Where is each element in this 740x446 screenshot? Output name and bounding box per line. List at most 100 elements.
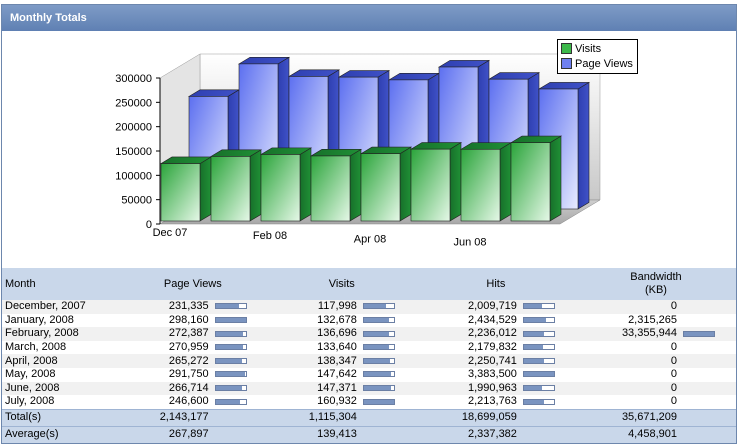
month-cell: March, 2008	[2, 340, 118, 355]
page-views-cell: 291,750	[118, 367, 212, 382]
visits-cell: 132,678	[267, 313, 360, 328]
totals-bandwidth: 35,671,209	[575, 408, 680, 427]
hits-minibar	[522, 330, 555, 337]
bar-visits	[260, 154, 301, 222]
page-views-minibar	[214, 371, 247, 378]
table-row: June, 2008 266,714 147,371 1,990,963 0	[2, 381, 736, 396]
bar-visits-side	[299, 147, 312, 222]
month-cell: February, 2008	[2, 327, 118, 341]
totals-page-views: 2,143,177	[118, 408, 212, 427]
y-tick-label: 250000	[115, 97, 152, 109]
x-tick-label: Dec 07	[153, 227, 188, 239]
legend-swatch-page-views	[561, 58, 572, 69]
panel-title: Monthly Totals	[2, 5, 736, 31]
totals-hits: 18,699,059	[415, 408, 520, 427]
y-tick-label: 200000	[115, 122, 152, 134]
table-row: January, 2008 298,160 132,678 2,434,529 2,31…	[2, 313, 736, 328]
month-cell: December, 2007	[2, 300, 118, 314]
hits-cell: 2,434,529	[415, 313, 520, 328]
hits-minibar	[522, 371, 555, 378]
hits-cell: 1,990,963	[415, 381, 520, 396]
table-row: April, 2008 265,272 138,347 2,250,741 0	[2, 354, 736, 368]
bar-visits-side	[349, 148, 362, 222]
y-tick-label: 50000	[121, 195, 152, 207]
y-tick-label: 300000	[115, 73, 152, 85]
bandwidth-minibar	[683, 330, 715, 337]
legend-item-visits: Visits	[561, 41, 633, 56]
table-header-row: Month Page Views Visits Hits Bandwidth (K…	[2, 268, 736, 300]
bar-visits-side	[499, 142, 512, 222]
monthly-totals-panel: Monthly Totals 0 50000 100000 150000 200000 2…	[1, 4, 737, 444]
x-tick-label: Apr 08	[354, 233, 386, 245]
page-views-minibar	[214, 344, 247, 351]
y-tick-label: 0	[146, 219, 152, 231]
legend-label-page-views: Page Views	[575, 57, 633, 70]
bar-visits	[410, 148, 451, 222]
bandwidth-cell: 0	[575, 395, 680, 410]
bar-visits-side	[549, 135, 562, 222]
month-cell: January, 2008	[2, 313, 118, 328]
averages-page-views: 267,897	[118, 425, 212, 443]
x-tick-label: Jun 08	[453, 237, 486, 249]
averages-visits: 139,413	[267, 425, 360, 443]
bandwidth-cell: 2,315,265	[575, 313, 680, 328]
month-cell: July, 2008	[2, 395, 118, 410]
averages-hits: 2,337,382	[415, 425, 520, 443]
visits-cell: 147,642	[267, 367, 360, 382]
averages-bandwidth: 4,458,901	[575, 425, 680, 443]
x-tick-label: Feb 08	[253, 230, 287, 242]
hits-minibar	[522, 398, 555, 405]
y-tick-label: 100000	[115, 170, 152, 182]
page-views-cell: 270,959	[118, 340, 212, 355]
table-row: May, 2008 291,750 147,642 3,383,500 0	[2, 367, 736, 382]
page-views-cell: 298,160	[118, 313, 212, 328]
bar-visits-side	[199, 156, 212, 222]
hits-cell: 2,009,719	[415, 300, 520, 314]
bandwidth-cell: 33,355,944	[575, 327, 680, 341]
visits-minibar	[362, 398, 395, 405]
visits-cell: 133,640	[267, 340, 360, 355]
visits-minibar	[362, 344, 395, 351]
col-header-page-views: Page Views	[118, 268, 268, 300]
page-views-minibar	[214, 384, 247, 391]
page-views-cell: 246,600	[118, 395, 212, 410]
month-cell: May, 2008	[2, 367, 118, 382]
bar-visits	[360, 153, 401, 222]
averages-label: Average(s)	[2, 425, 118, 443]
bar-visits	[160, 163, 201, 222]
visits-minibar	[362, 316, 395, 323]
col-header-month: Month	[2, 268, 118, 300]
page-views-cell: 272,387	[118, 327, 212, 341]
legend-item-page-views: Page Views	[561, 56, 633, 71]
hits-cell: 2,236,012	[415, 327, 520, 341]
bar-visits-side	[449, 142, 462, 222]
hits-minibar	[522, 384, 555, 391]
hits-minibar	[522, 303, 555, 310]
page-views-minibar	[214, 303, 247, 310]
page-views-cell: 265,272	[118, 354, 212, 368]
hits-cell: 2,213,763	[415, 395, 520, 410]
visits-cell: 160,932	[267, 395, 360, 410]
bandwidth-cell: 0	[575, 340, 680, 355]
visits-cell: 117,998	[267, 300, 360, 314]
hits-cell: 3,383,500	[415, 367, 520, 382]
table-row: July, 2008 246,600 160,932 2,213,763 0	[2, 395, 736, 410]
monthly-chart: 0 50000 100000 150000 200000 250000 300000 Dec …	[2, 31, 736, 263]
page-views-minibar	[214, 330, 247, 337]
bar-visits	[460, 148, 501, 222]
bandwidth-header-text: Bandwidth (KB)	[630, 271, 682, 296]
bandwidth-cell: 0	[575, 367, 680, 382]
bandwidth-cell: 0	[575, 300, 680, 314]
visits-cell: 138,347	[267, 354, 360, 368]
table-row: December, 2007 231,335 117,998 2,009,719 0	[2, 300, 736, 314]
table-row: February, 2008 272,387 136,696 2,236,012 33,…	[2, 327, 736, 341]
totals-row: Total(s) 2,143,177 1,115,304 18,699,059 …	[2, 408, 736, 427]
visits-minibar	[362, 303, 395, 310]
page-views-minibar	[214, 398, 247, 405]
bandwidth-cell: 0	[575, 354, 680, 368]
legend-swatch-visits	[561, 43, 572, 54]
hits-minibar	[522, 316, 555, 323]
col-header-bandwidth: Bandwidth (KB)	[575, 268, 736, 300]
monthly-stats-table: Month Page Views Visits Hits Bandwidth (K…	[2, 268, 736, 443]
page-views-cell: 266,714	[118, 381, 212, 396]
